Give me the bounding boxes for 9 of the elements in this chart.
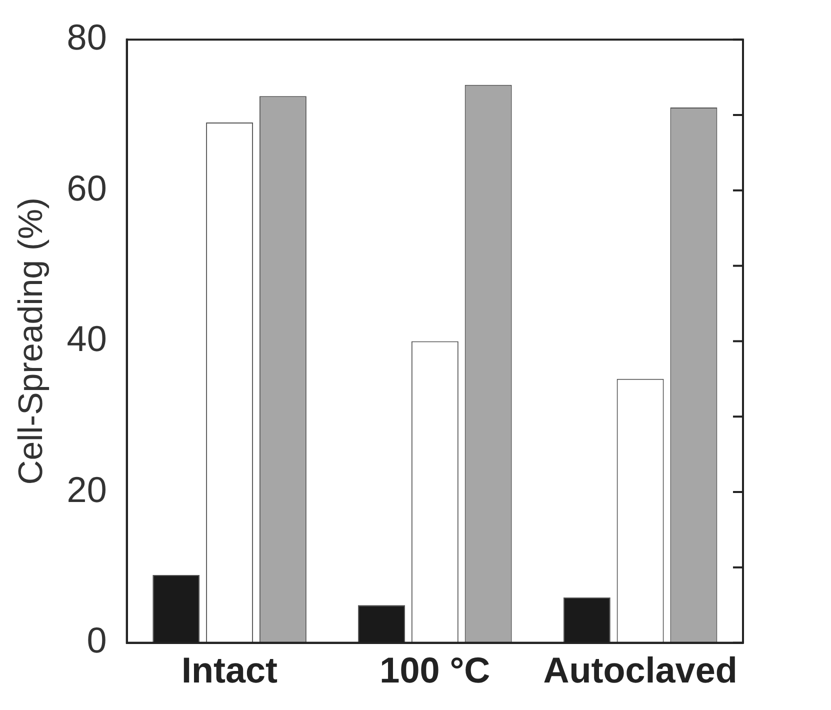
x-tick-label: 100 °C bbox=[380, 649, 490, 690]
y-tick-label: 0 bbox=[86, 620, 107, 661]
y-axis-title: Cell-Spreading (%) bbox=[12, 198, 50, 485]
x-tick-label: Autoclaved bbox=[543, 649, 738, 690]
y-tick-label: 20 bbox=[66, 468, 107, 510]
x-tick-label: Intact bbox=[182, 649, 278, 690]
y-tick-label: 40 bbox=[66, 318, 107, 360]
y-tick-label: 80 bbox=[66, 16, 107, 58]
y-tick-label: 60 bbox=[66, 167, 107, 208]
